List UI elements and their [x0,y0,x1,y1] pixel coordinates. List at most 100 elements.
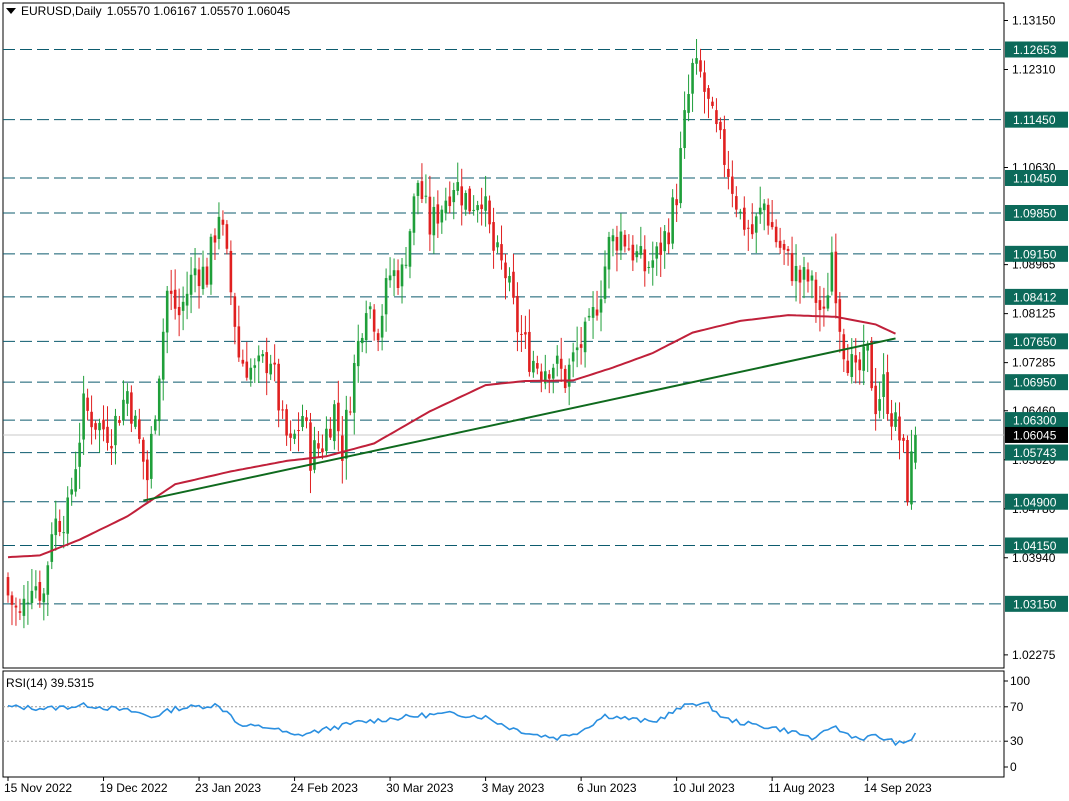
candle-body [122,399,125,421]
candle-body [655,246,659,259]
candle-body [770,222,774,228]
y-tick-label: 1.02275 [1012,648,1056,662]
candle-body [98,422,101,431]
candle-body [420,181,424,199]
candle-body [719,121,722,131]
rsi-y-tick-label: 0 [1010,760,1017,774]
candle-body [197,269,201,287]
candle-body [301,416,304,428]
level-label-box [1005,595,1068,612]
candle-body [739,211,742,213]
candle-body [400,264,404,287]
candle-body [209,236,213,285]
candle-body [508,276,511,283]
candle-body [623,234,627,247]
candle-body [149,433,153,479]
candle-body [352,363,356,413]
candle-body [878,399,881,411]
candle-body [233,296,237,327]
candle-body [794,265,798,282]
y-tick-label: 1.03940 [1012,551,1056,565]
candle-body [524,332,527,335]
candle-body [571,352,575,362]
candle-body [563,368,567,389]
chevron-down-icon[interactable] [6,8,16,14]
y-tick-label: 1.12310 [1012,63,1056,77]
candle-body [711,101,714,106]
candle-body [376,333,380,341]
level-label-box [1005,493,1068,510]
candle-body [456,182,460,191]
candle-body [277,363,280,411]
candle-body [229,250,233,293]
candle-body [854,355,858,363]
candle-body [532,360,535,373]
candle-body [743,207,746,230]
candle-body [54,518,58,536]
rsi-line [7,701,917,747]
x-tick-label: 30 Mar 2023 [386,781,454,795]
candle-body [368,306,372,310]
rsi-y-tick-label: 30 [1010,734,1024,748]
candle-body [802,267,806,280]
candle-body [822,306,826,309]
candle-body [217,216,221,239]
candle-body [169,290,173,294]
candle-body [838,299,842,332]
candle-body [750,224,754,235]
candle-body [607,236,611,270]
candle-body [631,244,635,261]
level-label: 1.05743 [1013,446,1057,460]
candle-body [138,419,141,440]
candle-body [404,264,408,266]
candle-body [153,419,157,431]
candle-body [265,352,268,374]
candle-body [544,371,547,384]
candle-body [18,611,22,613]
candle-body [603,266,607,299]
candle-body [484,196,487,211]
candle-body [758,207,762,215]
x-tick-label: 23 Jan 2023 [195,781,261,795]
price-panel-frame [2,2,1005,669]
candle-body [448,196,452,207]
candle-body [583,321,587,353]
candle-body [611,235,615,242]
candle-body [50,534,54,562]
current-price-box [1005,426,1068,443]
candle-body [727,168,730,177]
candle-body [790,253,794,282]
moving-average-line [7,314,896,559]
candle-body [14,605,18,608]
x-tick-label: 11 Aug 2023 [768,781,835,795]
candle-body [157,378,161,422]
candle-body [579,344,583,348]
x-tick-label: 6 Jun 2023 [577,781,637,795]
level-label: 1.03150 [1013,597,1057,611]
x-tick-label: 15 Nov 2022 [4,781,72,795]
candle-body [547,374,551,379]
candle-body [46,565,50,595]
candle-body [289,433,292,438]
ohlc-label: 1.05570 1.06167 1.05570 1.06045 [106,4,291,18]
candle-body [440,209,444,223]
candle-body [460,186,464,206]
candle-body [679,148,682,204]
candle-body [862,346,865,371]
candle-body [181,301,185,311]
candle-body [432,206,436,236]
candle-body [798,269,802,283]
candle-body [687,94,690,113]
chart-header: EURUSD,Daily 1.05570 1.06167 1.05570 1.0… [6,4,290,18]
candle-body [177,306,181,316]
level-label-box [1005,444,1068,461]
candle-body [695,58,698,64]
candle-body [348,411,352,413]
candle-body [778,240,782,248]
candle-body [512,271,515,298]
candle-body [599,299,603,313]
current-price-label: 1.06045 [1013,428,1057,442]
candle-body [321,448,324,453]
candle-body [380,315,384,338]
candle-body [134,415,137,427]
